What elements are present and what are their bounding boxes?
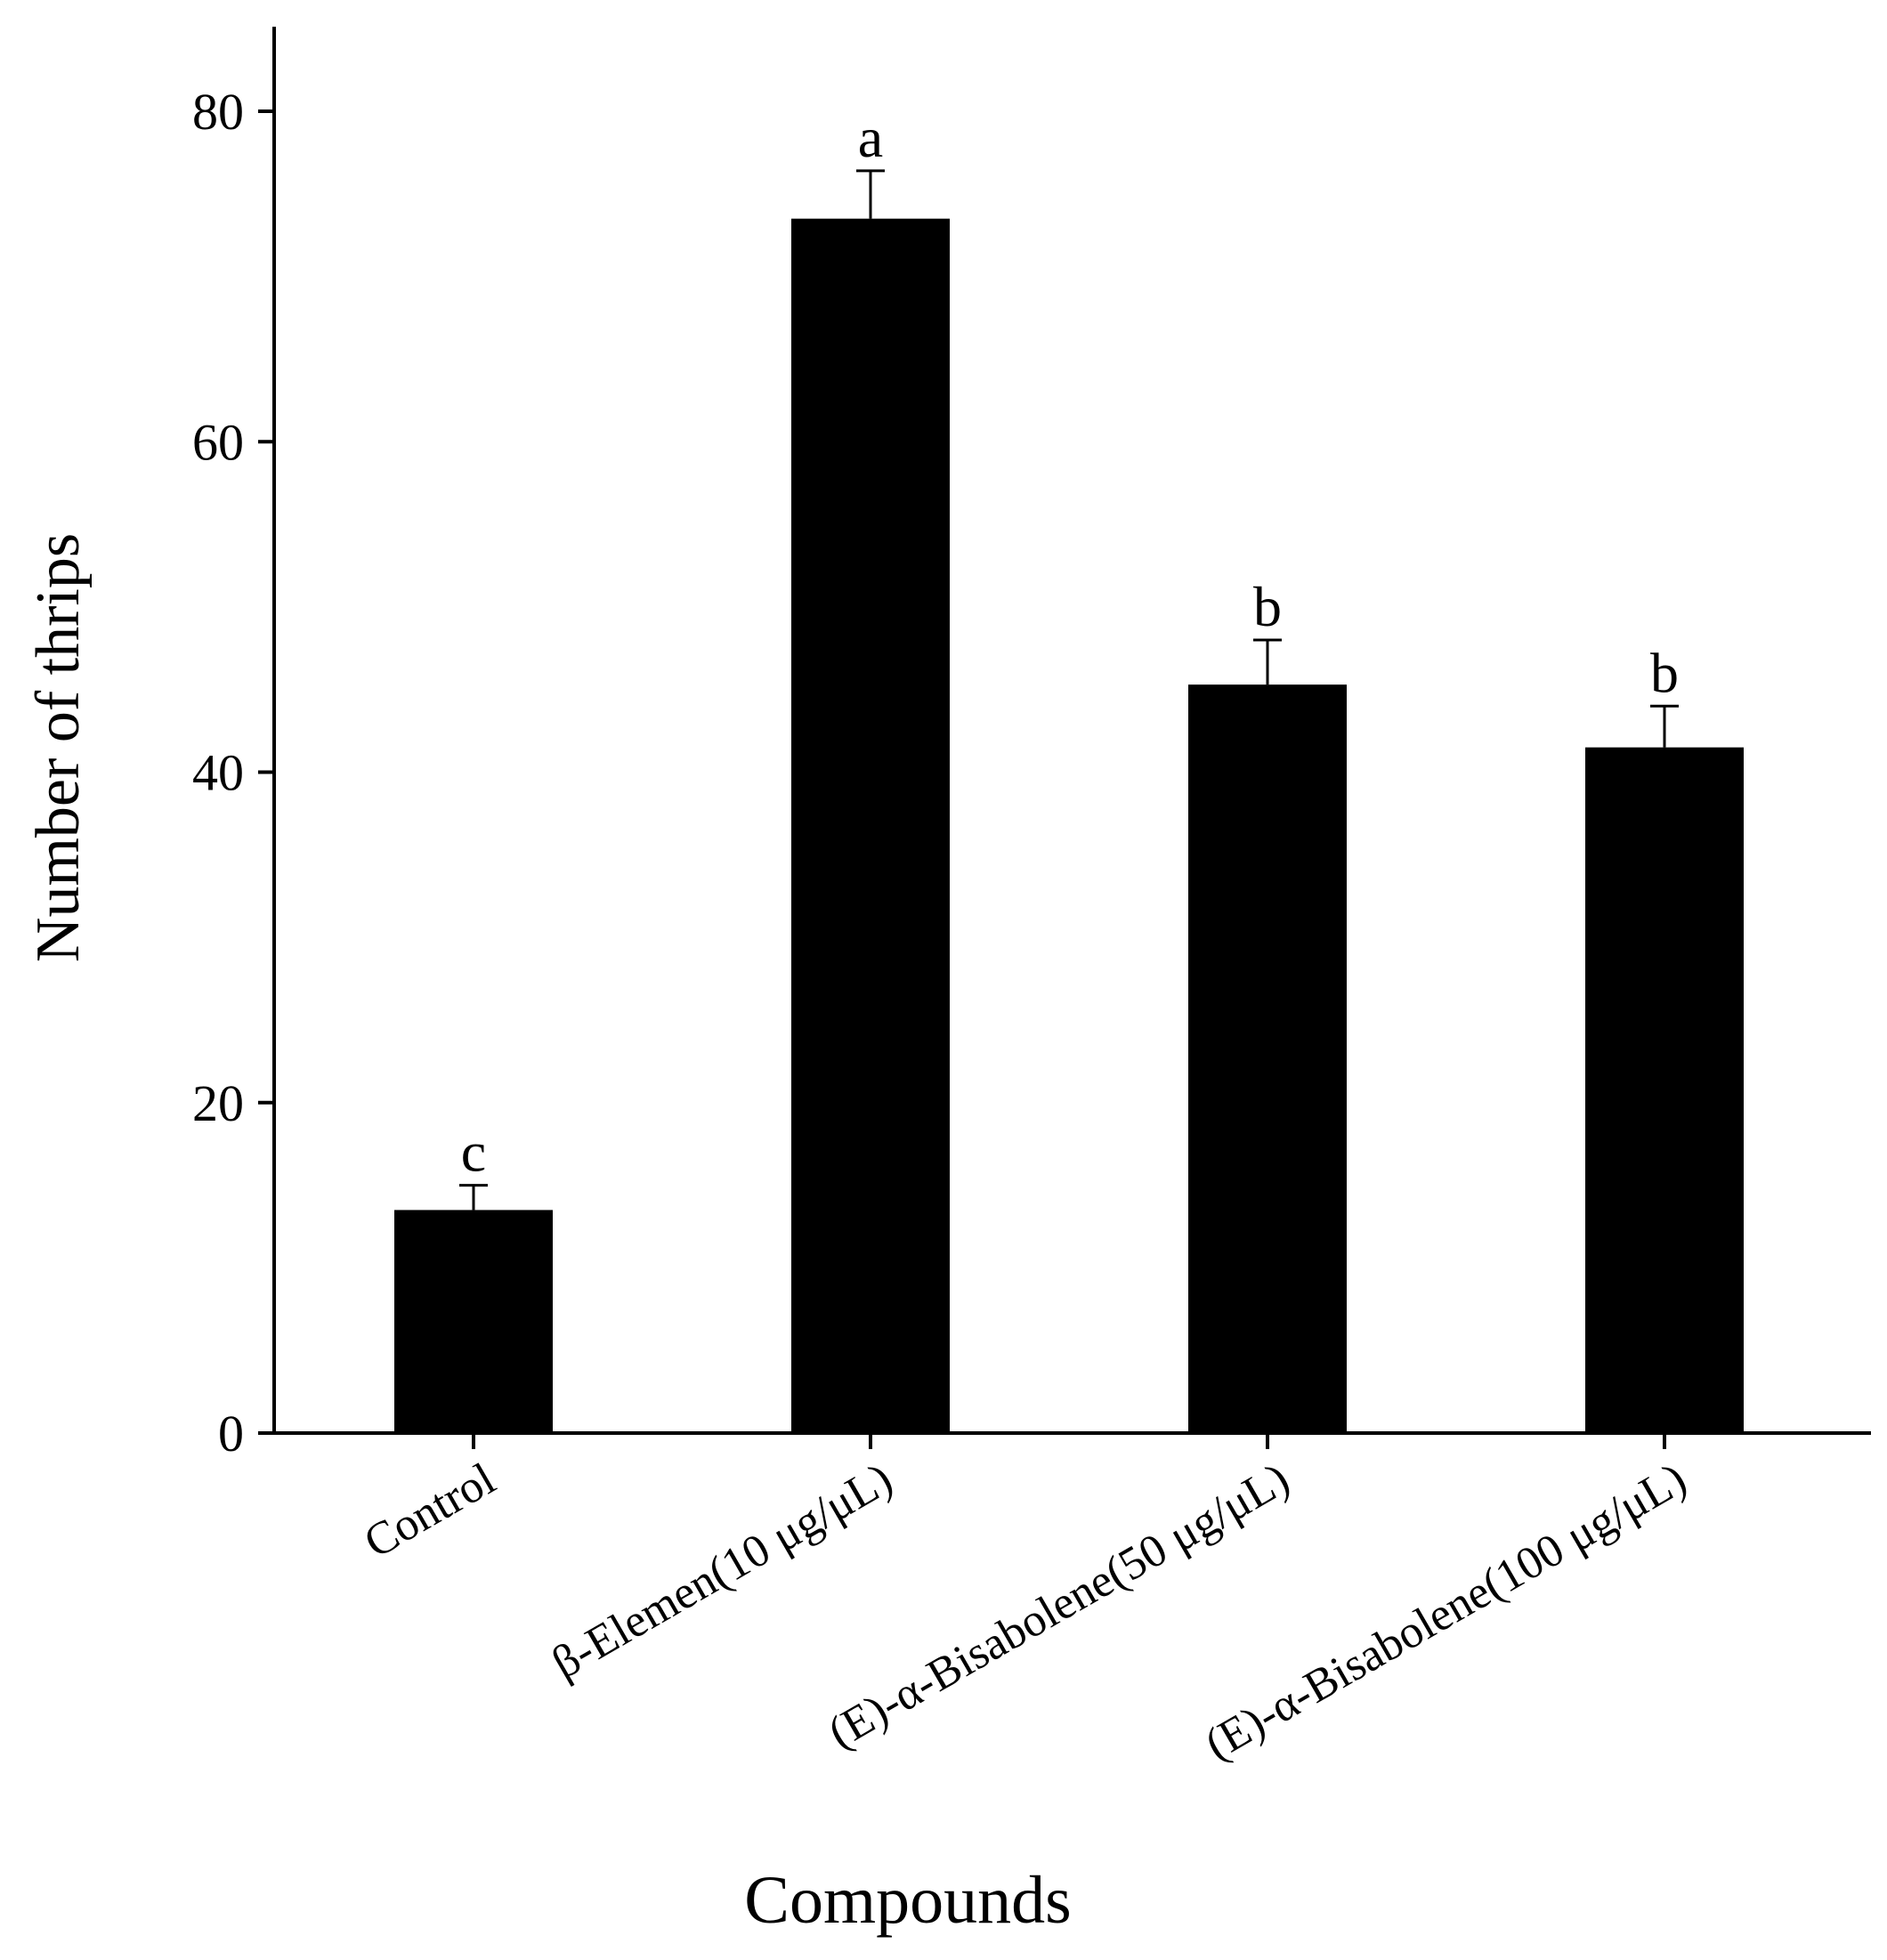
bar-3: [1188, 684, 1347, 1433]
y-tick-label-20: 20: [192, 1074, 244, 1132]
x-axis: Control β-Elemen(10 μg/μL)(E)-α-Bisabolen…: [272, 1431, 1871, 1770]
bar-2: [791, 218, 950, 1433]
error-bars-group: [459, 169, 1679, 1211]
bar-4: [1585, 747, 1744, 1433]
significance-letter-1: c: [461, 1121, 486, 1184]
y-tick-label-60: 60: [192, 413, 244, 471]
bars-group: [394, 218, 1744, 1433]
bar-1: [394, 1210, 553, 1433]
y-tick-label-0: 0: [218, 1405, 244, 1462]
x-tick-label-2: β-Elemen(10 μg/μL): [544, 1454, 901, 1689]
y-axis: 0 20 40 60 80: [192, 27, 276, 1462]
x-axis-title: Compounds: [744, 1863, 1071, 1938]
significance-letter-3: b: [1253, 575, 1282, 638]
significance-letter-2: a: [858, 106, 883, 169]
significance-letter-4: b: [1650, 641, 1679, 704]
x-tick-label-1: Control: [356, 1454, 504, 1568]
y-axis-title: Number of thrips: [24, 533, 93, 962]
y-tick-label-40: 40: [192, 744, 244, 802]
significance-letters-group: c a b b: [461, 106, 1679, 1184]
y-tick-label-80: 80: [192, 83, 244, 141]
